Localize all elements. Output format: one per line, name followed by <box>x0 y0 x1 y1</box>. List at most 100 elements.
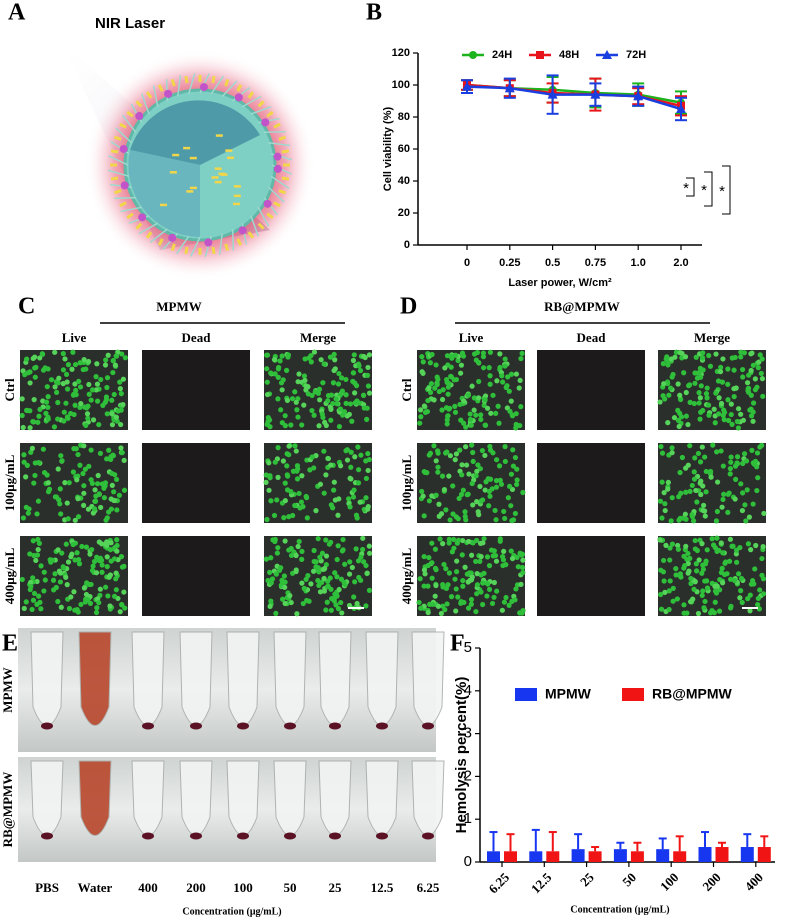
cell <box>69 366 75 372</box>
cell <box>76 378 82 385</box>
cell <box>361 353 367 360</box>
dye <box>189 186 197 190</box>
cell <box>480 350 487 356</box>
cell <box>421 567 428 573</box>
dye <box>160 203 168 207</box>
cell <box>473 558 479 565</box>
cell <box>363 603 369 609</box>
cell <box>743 458 750 464</box>
cell <box>75 496 81 502</box>
cell <box>109 422 116 428</box>
cell <box>293 568 299 575</box>
cell <box>683 389 689 396</box>
cell <box>502 444 508 450</box>
cell <box>122 355 128 361</box>
cell <box>518 355 524 362</box>
cell <box>325 398 331 404</box>
cell <box>493 457 500 463</box>
cell <box>463 444 469 450</box>
ligand <box>107 169 130 177</box>
cell <box>94 398 101 404</box>
cell <box>264 391 271 398</box>
cell <box>657 537 663 543</box>
cell <box>520 489 526 496</box>
cell <box>462 564 468 570</box>
cell <box>366 352 373 358</box>
cell <box>104 554 110 560</box>
cell <box>452 409 459 415</box>
sample-label: 50 <box>284 880 297 895</box>
cell <box>416 599 422 606</box>
cell <box>733 547 740 553</box>
cell <box>109 397 115 403</box>
cell <box>51 424 58 430</box>
cell <box>270 537 276 543</box>
cell <box>718 448 724 454</box>
bar <box>529 851 543 862</box>
y-axis-label: Cell viability (%) <box>382 106 394 191</box>
cell <box>750 362 756 368</box>
pellet <box>237 832 249 840</box>
cell <box>434 381 440 388</box>
cell <box>77 360 83 366</box>
cell <box>282 600 288 607</box>
cell <box>308 359 314 365</box>
cell <box>691 469 697 475</box>
cell <box>328 539 334 545</box>
cell <box>483 479 489 485</box>
y-tick-label: 5 <box>464 639 472 656</box>
pellet <box>142 832 154 840</box>
cell <box>676 423 682 430</box>
cell <box>667 545 673 551</box>
cell <box>87 551 93 557</box>
micrograph <box>537 443 645 523</box>
cell <box>343 376 349 383</box>
cell <box>113 576 119 582</box>
cell <box>34 511 40 517</box>
cell <box>282 538 288 544</box>
cell <box>673 566 679 572</box>
cell <box>288 552 295 559</box>
cell <box>517 422 523 429</box>
cell <box>509 598 515 604</box>
cell <box>103 517 109 523</box>
cell <box>19 396 25 402</box>
tube <box>273 760 307 836</box>
cell <box>282 498 288 504</box>
drug <box>204 238 213 247</box>
cell <box>436 513 442 519</box>
cell <box>432 546 439 552</box>
cell <box>699 570 705 576</box>
cell <box>667 385 674 391</box>
cell <box>344 457 351 463</box>
cell <box>113 570 119 576</box>
dye <box>169 171 177 174</box>
cell <box>482 422 489 428</box>
dye <box>226 156 234 160</box>
x-tick-label: 100 <box>657 870 681 894</box>
cell <box>427 389 434 396</box>
cell <box>754 464 760 470</box>
cell <box>716 411 722 417</box>
cell <box>692 455 698 461</box>
cell <box>421 513 427 519</box>
cell <box>690 596 696 602</box>
drug <box>273 164 282 173</box>
cell <box>350 370 357 376</box>
cell <box>739 599 745 606</box>
cell <box>683 516 689 522</box>
cell <box>505 374 511 380</box>
cell <box>487 373 493 379</box>
cell <box>93 570 100 576</box>
pellet <box>329 832 341 840</box>
cell <box>344 447 350 453</box>
cell <box>101 495 107 501</box>
cell <box>707 363 714 369</box>
cell <box>738 354 744 360</box>
cell <box>275 474 281 480</box>
cell <box>502 458 508 465</box>
panel-title: RB@MPMW <box>544 299 620 314</box>
cell <box>453 514 459 520</box>
cell <box>106 509 112 515</box>
cell <box>305 573 311 579</box>
